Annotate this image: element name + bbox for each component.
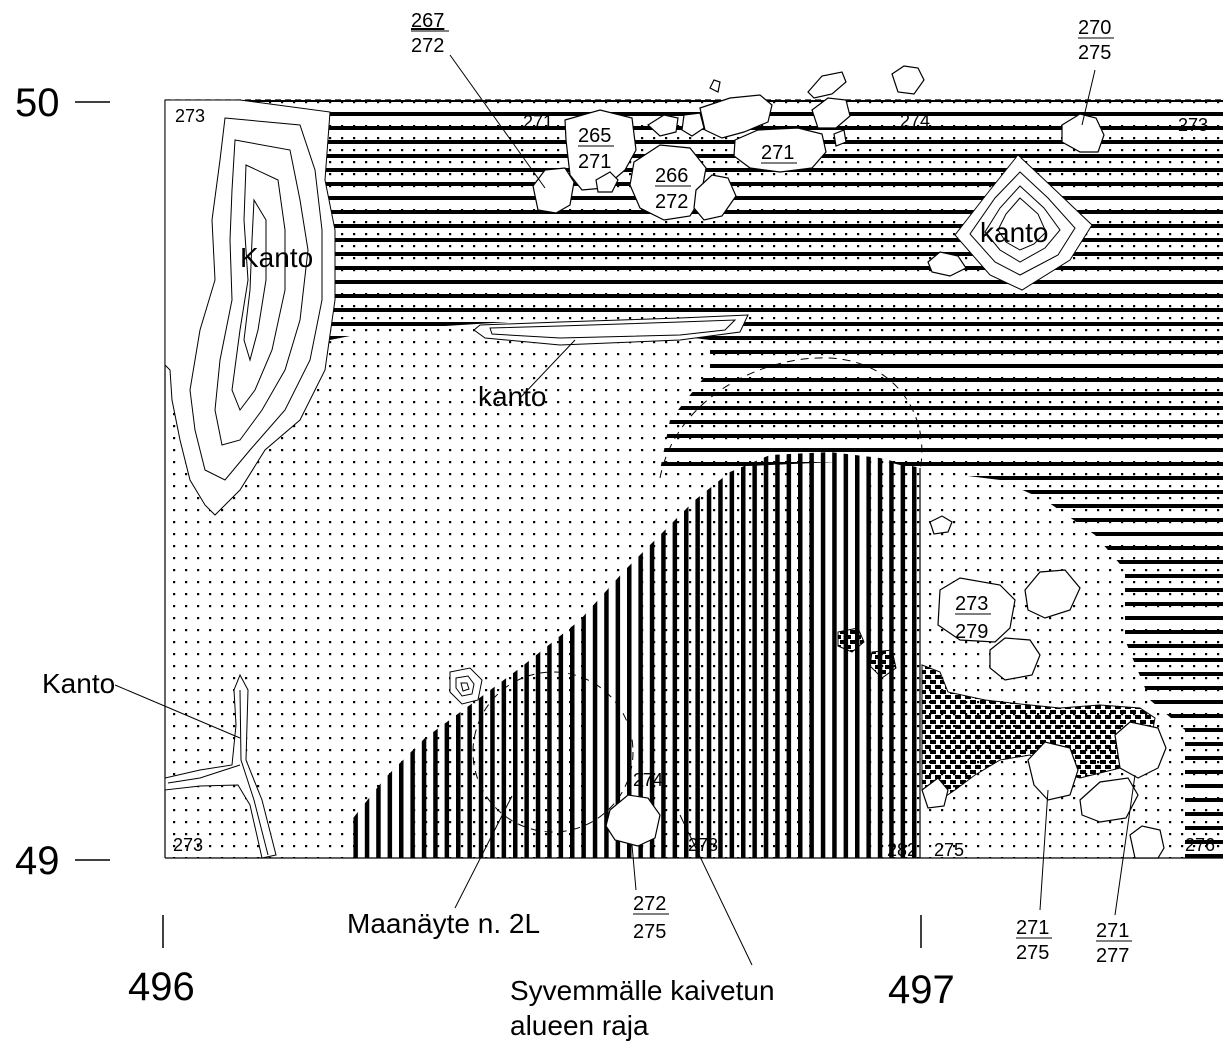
horizontal-striped-layer bbox=[165, 100, 1223, 858]
kanto-label-right: kanto bbox=[980, 217, 1049, 248]
svg-text:272: 272 bbox=[411, 35, 444, 57]
stump-large-left bbox=[164, 99, 336, 516]
axis-y-bottom-label: 49 bbox=[15, 839, 60, 883]
svg-text:279: 279 bbox=[955, 621, 988, 643]
elevation-273-top-right: 273 bbox=[1178, 115, 1208, 135]
stump-root-lower-left bbox=[164, 673, 277, 859]
svg-text:275: 275 bbox=[1016, 942, 1049, 964]
svg-text:271: 271 bbox=[578, 151, 611, 173]
axis-y-top-label: 50 bbox=[15, 81, 60, 125]
stump-small bbox=[449, 667, 483, 705]
svg-text:277: 277 bbox=[1096, 945, 1129, 967]
elevation-276: 276 bbox=[1185, 835, 1215, 855]
elevation-278: 278 bbox=[688, 835, 718, 855]
elevation-274-middle: 274 bbox=[633, 770, 663, 790]
fraction-273-279: 273 279 bbox=[955, 593, 991, 643]
fraction-270-275: 270 275 bbox=[1078, 17, 1114, 64]
deeper-area-label-line2: alueen raja bbox=[510, 1010, 649, 1041]
fraction-272-275: 272 275 bbox=[633, 893, 669, 943]
elevation-273-bottom-left: 273 bbox=[173, 835, 203, 855]
svg-text:275: 275 bbox=[633, 921, 666, 943]
axis-ticks bbox=[75, 101, 922, 948]
small-checker-spot-2 bbox=[869, 649, 897, 679]
svg-text:272: 272 bbox=[655, 191, 688, 213]
elevation-282: 282 bbox=[887, 840, 917, 860]
elevation-274-top: 274 bbox=[900, 111, 930, 131]
deeper-area-label-line1: Syvemmälle kaivetun bbox=[510, 975, 775, 1006]
deeper-dig-boundary-large bbox=[659, 357, 923, 479]
kanto-label-middle: kanto bbox=[478, 381, 547, 412]
svg-text:275: 275 bbox=[1078, 42, 1111, 64]
svg-text:273: 273 bbox=[955, 593, 988, 615]
svg-text:271: 271 bbox=[1096, 920, 1129, 942]
elevation-271-top: 271 bbox=[523, 112, 553, 132]
svg-text:270: 270 bbox=[1078, 17, 1111, 39]
deeper-dig-boundary-small bbox=[472, 671, 634, 833]
leader-lines bbox=[114, 54, 1136, 966]
svg-text:266: 266 bbox=[655, 165, 688, 187]
svg-text:271: 271 bbox=[1016, 917, 1049, 939]
fraction-265-271: 265 271 bbox=[578, 125, 614, 173]
axis-x-left-label: 496 bbox=[128, 965, 195, 1009]
stump-middle-elongated bbox=[473, 314, 749, 346]
kanto-label-left: Kanto bbox=[240, 242, 313, 273]
fraction-266-272: 266 272 bbox=[655, 165, 691, 213]
elevation-273-top-left: 273 bbox=[175, 106, 205, 126]
stump-right bbox=[954, 154, 1093, 291]
stones bbox=[532, 65, 1167, 859]
svg-text:271: 271 bbox=[761, 142, 794, 164]
vertical-striped-layer bbox=[350, 452, 920, 858]
kanto-label-outside: Kanto bbox=[42, 668, 115, 699]
fraction-271-275: 271 275 bbox=[1016, 917, 1052, 964]
fraction-267-272: 267 272 bbox=[411, 10, 449, 57]
soil-sample-label: Maanäyte n. 2L bbox=[347, 908, 540, 939]
fraction-271-277: 271 277 bbox=[1096, 920, 1132, 967]
svg-text:265: 265 bbox=[578, 125, 611, 147]
small-checker-spot-1 bbox=[837, 627, 865, 653]
axis-x-right-label: 497 bbox=[888, 968, 955, 1012]
fraction-271-top: 271 bbox=[761, 142, 797, 164]
svg-text:272: 272 bbox=[633, 893, 666, 915]
svg-text:267: 267 bbox=[411, 10, 444, 32]
elevation-275-bottom: 275 bbox=[934, 840, 964, 860]
